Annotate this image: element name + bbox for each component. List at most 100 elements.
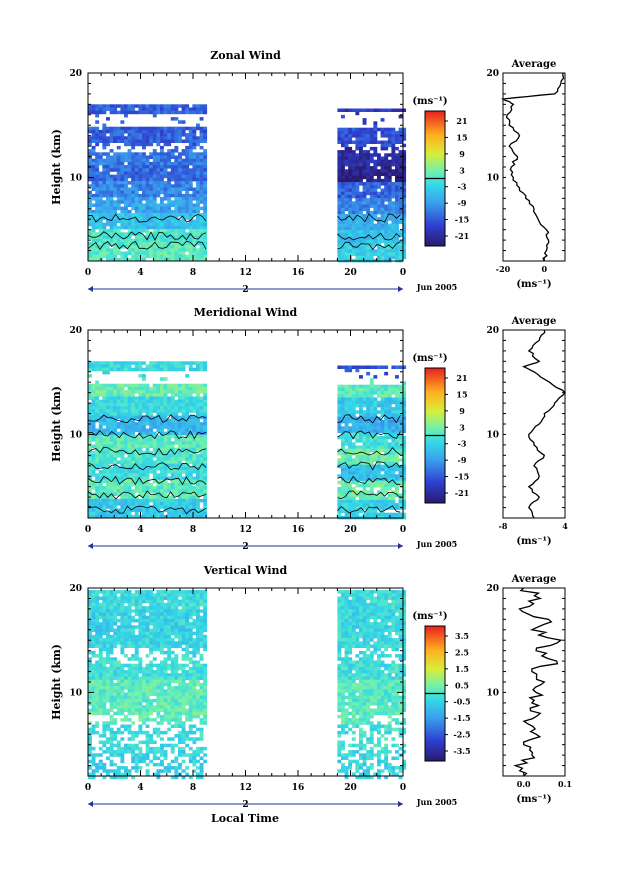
heatmap-cell (185, 498, 190, 503)
heatmap-cell (102, 361, 107, 365)
heatmap-cell (167, 489, 172, 493)
heatmap-cell (203, 197, 208, 201)
heatmap-cell (98, 222, 103, 227)
heatmap-cell (348, 407, 353, 411)
heatmap-cell (366, 419, 371, 424)
heatmap-cell (369, 252, 374, 256)
heatmap-cell (116, 238, 121, 243)
heatmap-cell (355, 143, 360, 148)
heatmap-cell (337, 249, 342, 253)
heatmap-cell (384, 442, 389, 446)
heatmap-cell (152, 361, 157, 365)
heatmap-cell (344, 198, 349, 202)
heatmap-cell (199, 248, 204, 252)
heatmap-cell (145, 511, 150, 516)
heatmap-cell (398, 230, 403, 234)
heatmap-cell (134, 447, 139, 452)
heatmap-cell (163, 466, 168, 471)
heatmap-cell (142, 612, 146, 616)
heatmap-cell (170, 415, 175, 420)
heatmap-cell (138, 104, 143, 108)
heatmap-cell (380, 249, 385, 253)
heatmap-cell (384, 172, 389, 176)
heatmap-cell (152, 502, 157, 506)
heatmap-cell (167, 482, 172, 487)
heatmap-cell (384, 451, 389, 456)
heatmap-cell (152, 235, 157, 239)
heatmap-cell (391, 432, 396, 437)
heatmap-cell (373, 178, 378, 183)
heatmap-cell (98, 441, 103, 445)
heatmap-cell (102, 615, 107, 620)
heatmap-cell (102, 593, 107, 597)
heatmap-cell (359, 413, 363, 417)
heatmap-cell (113, 110, 118, 115)
heatmap-cell (369, 442, 374, 446)
heatmap-cell (196, 495, 200, 500)
heatmap-cell (167, 498, 172, 503)
heatmap-cell (91, 593, 96, 597)
heatmap-cell (402, 201, 407, 205)
heatmap-cell (344, 182, 349, 186)
heatmap-cell (163, 489, 168, 493)
heatmap-cell (134, 136, 139, 140)
heatmap-cell (362, 458, 367, 462)
heatmap-cell (113, 502, 118, 506)
heatmap-cell (120, 599, 125, 604)
heatmap-cell (98, 463, 103, 468)
heatmap-cell (369, 204, 374, 208)
heatmap-cell (203, 229, 208, 233)
heatmap-cell (106, 209, 110, 214)
heatmap-cell (145, 457, 150, 461)
heatmap-cell (170, 136, 175, 140)
heatmap-cell (98, 193, 103, 198)
heatmap-cell (199, 476, 204, 480)
heatmap-cell (341, 175, 345, 180)
heatmap-cell (109, 213, 114, 217)
heatmap-cell (395, 416, 399, 421)
heatmap-cell (362, 439, 367, 443)
heatmap-cell (152, 399, 157, 404)
heatmap-cell (192, 486, 197, 490)
heatmap-cell (337, 458, 342, 462)
heatmap-cell (102, 123, 107, 127)
heatmap-cell (199, 402, 204, 407)
heatmap-cell (88, 197, 92, 201)
heatmap-cell (116, 361, 121, 365)
heatmap-cell (387, 413, 392, 417)
heatmap-cell (113, 181, 118, 185)
heatmap-cell (156, 466, 161, 471)
heatmap-cell (138, 409, 143, 413)
heatmap-cell (145, 200, 150, 204)
heatmap-cell (362, 506, 367, 510)
heatmap-cell (348, 188, 353, 192)
heatmap-cell (116, 177, 121, 182)
heatmap-cell (88, 216, 92, 220)
heatmap-cell (120, 399, 125, 404)
heatmap-cell (152, 184, 157, 188)
heatmap-cell (359, 198, 363, 202)
heatmap-cell (341, 471, 345, 475)
heatmap-cell (341, 458, 345, 462)
heatmap-cell (395, 207, 399, 212)
heatmap-cell (402, 210, 407, 215)
heatmap-cell (398, 410, 403, 414)
heatmap-cell (395, 391, 399, 395)
heatmap-cell (156, 361, 161, 365)
heatmap-cell (156, 402, 161, 407)
heatmap-cell (344, 368, 349, 373)
heatmap-cell (174, 197, 179, 201)
heatmap-cell (170, 361, 175, 365)
heatmap-cell (127, 431, 132, 436)
heatmap-cell (134, 367, 139, 372)
heatmap-cell (384, 236, 389, 240)
heatmap-cell (116, 441, 121, 445)
heatmap-cell (377, 474, 381, 478)
heatmap-cell (138, 438, 143, 442)
heatmap-cell (203, 225, 208, 230)
heatmap-cell (181, 361, 186, 365)
heatmap-cell (387, 435, 392, 440)
heatmap-cell (341, 153, 345, 157)
heatmap-cell (109, 422, 114, 426)
heatmap-cell (387, 455, 392, 459)
